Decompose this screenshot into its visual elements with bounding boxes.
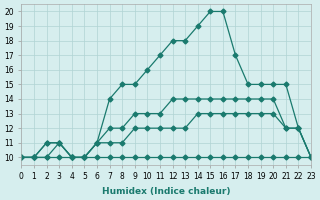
X-axis label: Humidex (Indice chaleur): Humidex (Indice chaleur) bbox=[102, 187, 230, 196]
